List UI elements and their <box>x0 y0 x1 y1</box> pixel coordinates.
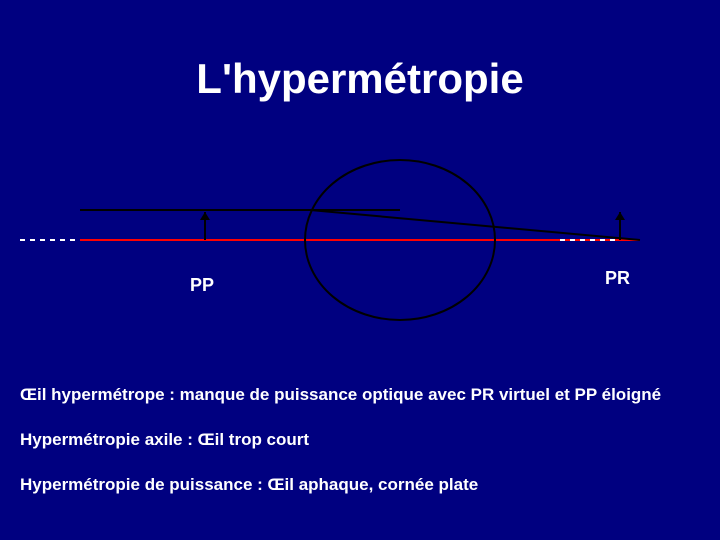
body-line-3: Hypermétropie de puissance : Œil aphaque… <box>20 475 478 495</box>
slide-root: L'hypermétropie PP PR Œil hypermétrope :… <box>0 0 720 540</box>
optics-diagram: PP PR <box>0 150 720 350</box>
slide-title: L'hypermétropie <box>0 55 720 103</box>
label-pr: PR <box>605 268 630 289</box>
label-pp: PP <box>190 275 214 296</box>
body-line-1: Œil hypermétrope : manque de puissance o… <box>20 385 661 405</box>
diagram-svg <box>0 150 720 350</box>
body-line-2: Hypermétropie axile : Œil trop court <box>20 430 309 450</box>
